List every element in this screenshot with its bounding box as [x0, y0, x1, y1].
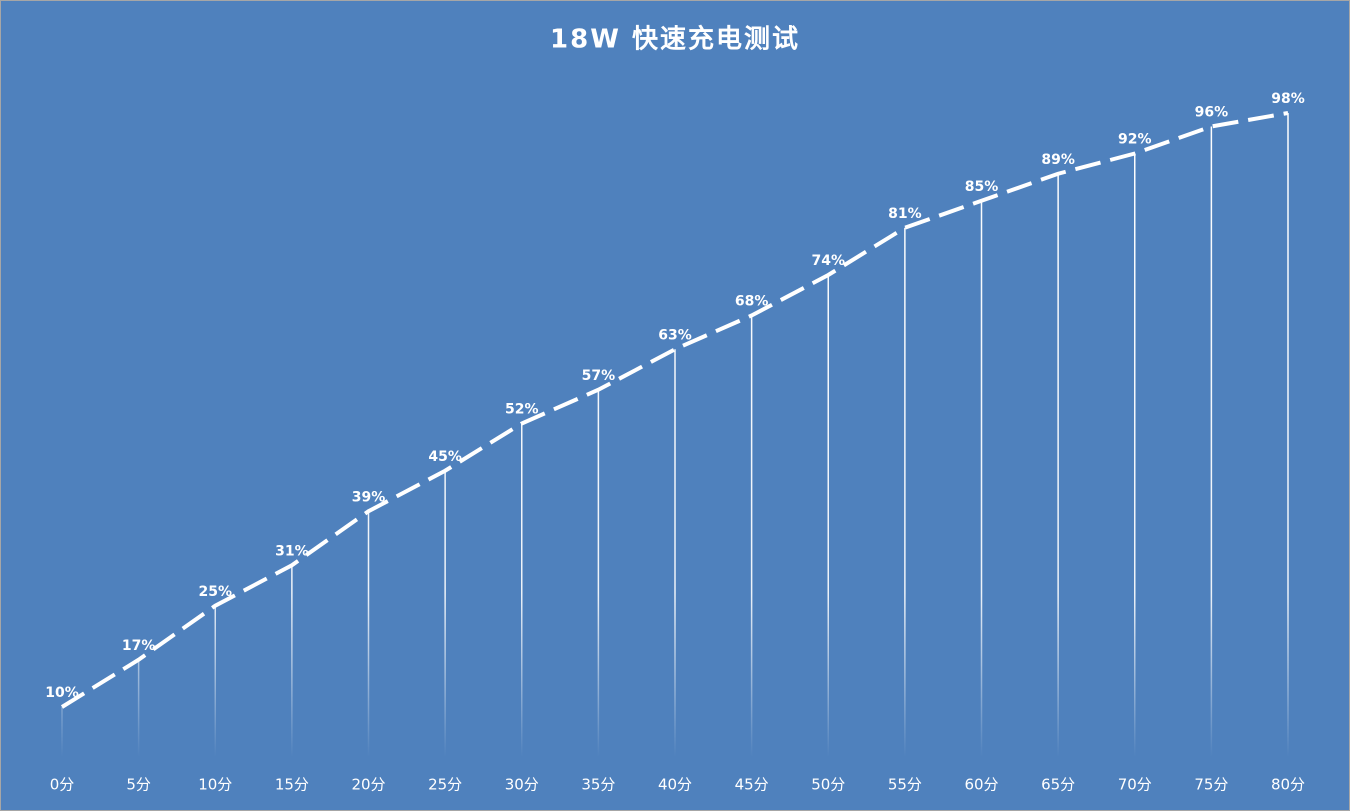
- data-label: 25%: [198, 584, 232, 600]
- x-tick-label: 15分: [275, 776, 309, 794]
- data-label: 74%: [811, 253, 845, 269]
- x-tick-label: 50分: [811, 776, 845, 794]
- data-label: 81%: [888, 206, 922, 222]
- x-tick-label: 60分: [964, 776, 998, 794]
- x-tick-label: 80分: [1271, 776, 1305, 794]
- x-tick-label: 75分: [1194, 776, 1228, 794]
- data-label: 96%: [1195, 105, 1229, 121]
- data-line: [60, 111, 1289, 709]
- data-label: 89%: [1041, 152, 1075, 168]
- x-tick-label: 0分: [50, 776, 75, 794]
- data-label: 85%: [965, 179, 999, 195]
- x-tick-label: 55分: [888, 776, 922, 794]
- data-label: 57%: [582, 368, 616, 384]
- x-tick-label: 45分: [735, 776, 769, 794]
- data-label: 17%: [122, 638, 156, 654]
- data-label: 45%: [428, 449, 462, 465]
- data-label: 92%: [1118, 132, 1152, 148]
- data-label: 98%: [1271, 91, 1305, 107]
- x-tick-label: 30分: [505, 776, 539, 794]
- x-tick-label: 40分: [658, 776, 692, 794]
- data-label: 10%: [45, 685, 79, 701]
- x-tick-label: 65分: [1041, 776, 1075, 794]
- x-tick-label: 70分: [1118, 776, 1152, 794]
- chart-title: 18W 快速充电测试: [550, 24, 800, 55]
- data-label: 39%: [352, 489, 386, 505]
- x-tick-label: 5分: [126, 776, 151, 794]
- x-tick-label: 10分: [198, 776, 232, 794]
- data-label: 52%: [505, 402, 539, 418]
- x-tick-label: 20分: [351, 776, 385, 794]
- x-tick-label: 25分: [428, 776, 462, 794]
- data-label: 31%: [275, 543, 309, 559]
- data-label: 68%: [735, 294, 769, 310]
- data-label: 63%: [658, 327, 692, 343]
- x-tick-label: 35分: [581, 776, 615, 794]
